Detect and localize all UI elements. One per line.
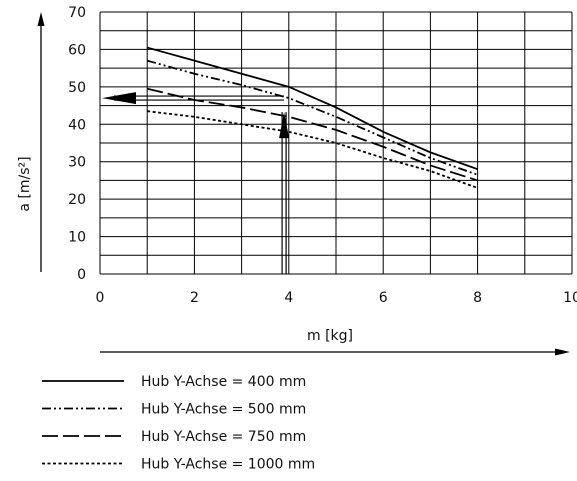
y-axis-label: a [m/s²] (17, 156, 33, 211)
legend-label: Hub Y-Achse = 750 mm (141, 429, 306, 445)
y-tick-label: 50 (68, 80, 86, 96)
legend-label: Hub Y-Achse = 500 mm (141, 402, 306, 418)
grid (99, 11, 573, 275)
x-tick-label: 6 (379, 290, 388, 306)
y-tick-label: 0 (77, 267, 86, 283)
series-line-4 (147, 110, 478, 189)
legend-item: Hub Y-Achse = 500 mm (42, 402, 306, 418)
series-line-3 (146, 87, 478, 182)
series-line-1 (146, 46, 478, 171)
arrowhead-up (279, 112, 290, 139)
x-tick-label: 0 (96, 290, 105, 306)
legend-item: Hub Y-Achse = 400 mm (42, 374, 306, 390)
y-tick-label: 40 (68, 117, 86, 133)
x-tick-label: 2 (190, 290, 199, 306)
y-tick-label: 60 (68, 42, 86, 58)
legend-label: Hub Y-Achse = 1000 mm (141, 457, 315, 473)
legend-item: Hub Y-Achse = 1000 mm (42, 457, 315, 473)
y-tick-label: 10 (68, 230, 86, 246)
arrowhead-left (102, 92, 136, 105)
x-axis-arrowhead (555, 348, 570, 356)
legend-label: Hub Y-Achse = 400 mm (141, 374, 306, 390)
y-tick-label: 20 (68, 192, 86, 208)
x-axis-label: m [kg] (307, 328, 353, 344)
series-line-2 (146, 59, 478, 176)
x-tick-label: 8 (473, 290, 482, 306)
series-lines (146, 46, 478, 189)
legend-item: Hub Y-Achse = 750 mm (42, 429, 306, 445)
x-tick-label: 4 (284, 290, 293, 306)
tick-labels: 0 10 20 30 40 50 60 70 0 2 4 6 8 10 (68, 5, 577, 306)
reading-annotation (102, 92, 290, 274)
y-axis-arrowhead (37, 12, 45, 26)
y-tick-label: 70 (68, 5, 86, 21)
x-tick-label: 10 (563, 290, 577, 306)
axes (37, 12, 570, 356)
y-tick-label: 30 (68, 155, 86, 171)
legend: Hub Y-Achse = 400 mm Hub Y-Achse = 500 mm… (42, 374, 315, 473)
